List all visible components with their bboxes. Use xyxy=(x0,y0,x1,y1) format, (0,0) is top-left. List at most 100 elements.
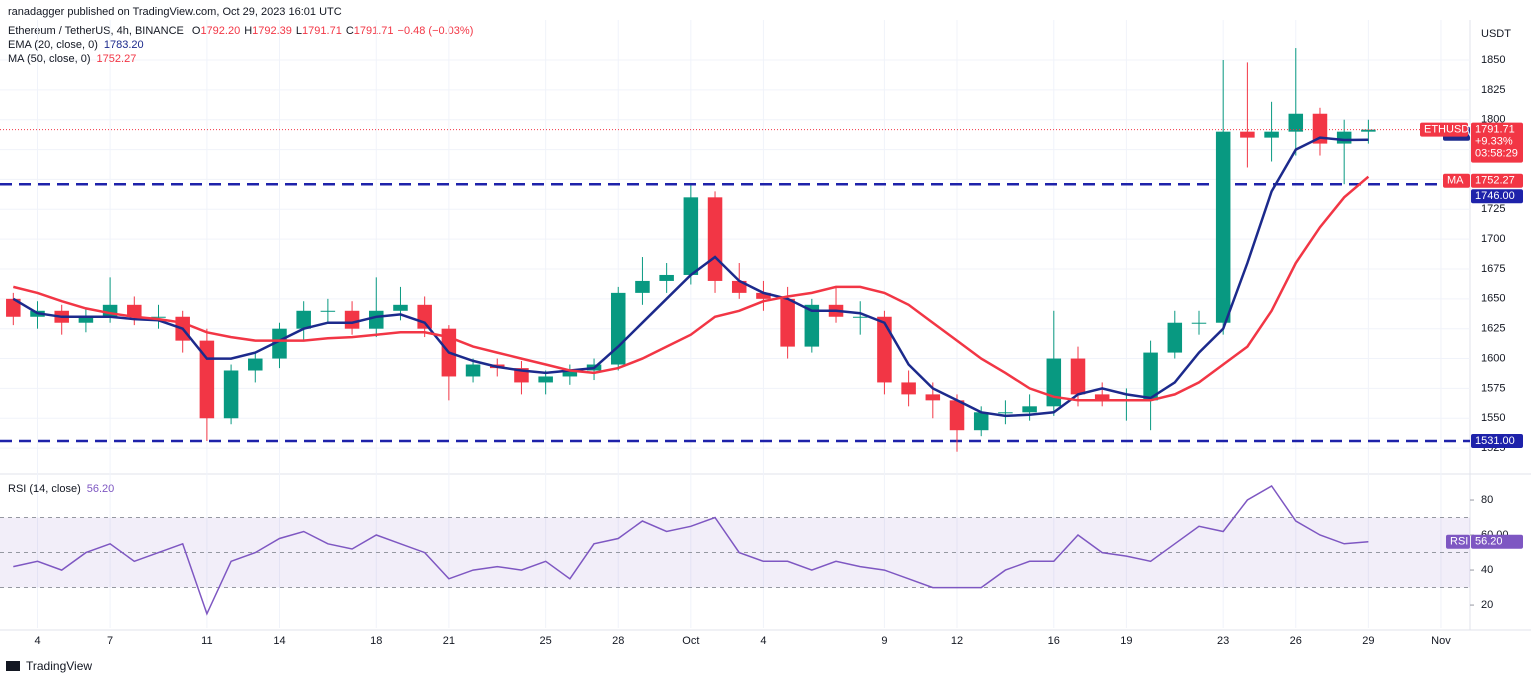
legend-change: −0.48 (−0.03%) xyxy=(398,25,474,37)
rsi-title: RSI (14, close) xyxy=(8,483,81,495)
x-tick-label: 25 xyxy=(540,635,552,647)
level-label: 1746.00 xyxy=(1475,190,1515,202)
y-tick-label: 40 xyxy=(1481,564,1493,576)
price-box xyxy=(1471,122,1523,163)
candle-body xyxy=(78,316,94,323)
x-tick-label: 28 xyxy=(612,635,624,647)
publisher: ranadagger published on TradingView.com,… xyxy=(8,6,342,18)
countdown: 03:58:29 xyxy=(1475,148,1518,160)
candle-body xyxy=(102,304,118,317)
level-label-bg xyxy=(1471,189,1523,204)
legend-value: 1792.20 xyxy=(200,25,240,37)
candle-body xyxy=(6,298,21,317)
indicator-name: EMA (20, close, 0) xyxy=(8,39,98,51)
candle-body xyxy=(1070,358,1086,395)
legend-value: 1791.71 xyxy=(354,25,394,37)
indicator-tag-value-bg xyxy=(1471,173,1523,188)
x-tick-label: 16 xyxy=(1048,635,1060,647)
y-tick-label: 1850 xyxy=(1481,54,1505,66)
legend-key: O xyxy=(192,25,201,37)
y-tick-label: 1550 xyxy=(1481,412,1505,424)
legend-value: 1792.39 xyxy=(252,25,292,37)
candle-body xyxy=(223,370,239,419)
rsi-tag: RSI xyxy=(1450,536,1468,548)
y-tick-label: 1650 xyxy=(1481,293,1505,305)
x-tick-label: 21 xyxy=(443,635,455,647)
candle-body xyxy=(538,376,553,383)
candle-body xyxy=(1361,129,1376,132)
rsi-tag-value-bg xyxy=(1471,534,1523,549)
candle-body xyxy=(1094,394,1110,401)
candle-body xyxy=(780,298,795,347)
candle-body xyxy=(1312,113,1328,144)
rsi-line xyxy=(13,485,1369,616)
indicator-name: MA (50, close, 0) xyxy=(8,53,91,65)
candle-body xyxy=(659,274,674,281)
candle-body xyxy=(417,304,432,329)
candle-body xyxy=(562,370,578,377)
candle-body xyxy=(877,316,892,383)
legend-key: C xyxy=(346,25,354,37)
legend-key: L xyxy=(296,25,302,37)
y-tick-label: 1725 xyxy=(1481,203,1505,215)
y-tick-label: 80 xyxy=(1481,494,1493,506)
indicator-value: 1752.27 xyxy=(97,53,137,65)
x-tick-label: 18 xyxy=(370,635,382,647)
candle-body xyxy=(707,197,723,281)
rsi-tag-bg xyxy=(1446,534,1470,549)
legend-value: 1791.71 xyxy=(302,25,342,37)
candle-body xyxy=(949,400,965,431)
x-tick-label: 29 xyxy=(1362,635,1374,647)
x-tick-label: 7 xyxy=(107,635,113,647)
candle-body xyxy=(369,310,384,329)
rsi-tag-value: 56.20 xyxy=(1475,536,1503,548)
candle-body xyxy=(127,304,142,317)
candle-body xyxy=(1264,131,1279,138)
candle-body xyxy=(248,358,263,371)
candle-body xyxy=(731,280,747,293)
x-tick-label: 4 xyxy=(760,635,766,647)
symbol-tag-bg xyxy=(1420,122,1468,137)
candle-body xyxy=(1046,358,1062,407)
indicator-line xyxy=(12,136,1369,418)
candle-body xyxy=(998,412,1013,414)
candle-body xyxy=(393,304,408,311)
candle-body xyxy=(320,310,336,312)
x-tick-label: Nov xyxy=(1431,635,1451,647)
x-tick-label: 12 xyxy=(951,635,963,647)
level-label-bg xyxy=(1471,433,1523,448)
y-tick-label: 1700 xyxy=(1481,233,1505,245)
currency: USDT xyxy=(1481,28,1511,40)
candle-body xyxy=(635,280,650,293)
symbol: Ethereum / TetherUS, 4h, BINANCE xyxy=(8,25,184,37)
symbol-tag: ETHUSDT xyxy=(1424,124,1476,136)
rsi-value: 56.20 xyxy=(87,483,115,495)
candle-body xyxy=(1167,322,1183,353)
x-tick-label: 23 xyxy=(1217,635,1229,647)
y-tick-label: 1675 xyxy=(1481,263,1505,275)
footer-logo: TradingView xyxy=(26,659,92,673)
indicator-tag-bg xyxy=(1443,173,1470,188)
x-tick-label: 26 xyxy=(1290,635,1302,647)
indicator-tag-value: 1752.27 xyxy=(1475,175,1515,187)
candle-body xyxy=(1143,352,1158,401)
candle-body xyxy=(925,394,941,401)
candle-body xyxy=(1336,131,1352,144)
candle-body xyxy=(1288,113,1304,132)
candle-body xyxy=(973,412,989,431)
candle-body xyxy=(610,292,626,365)
level-label: 1531.00 xyxy=(1475,435,1515,447)
logo-icon xyxy=(6,661,20,671)
candle-body xyxy=(1191,322,1207,324)
y-tick-label: 20 xyxy=(1481,599,1493,611)
candle-body xyxy=(852,316,868,318)
candle-body xyxy=(804,304,820,347)
candle-body xyxy=(151,316,166,318)
candle-body xyxy=(683,197,699,275)
x-tick-label: Oct xyxy=(682,635,699,647)
candle-body xyxy=(296,310,311,329)
indicator-tag: MA xyxy=(1447,175,1464,187)
candle-body xyxy=(756,292,771,299)
y-tick-label: 1625 xyxy=(1481,323,1505,335)
candle-body xyxy=(1240,131,1255,138)
